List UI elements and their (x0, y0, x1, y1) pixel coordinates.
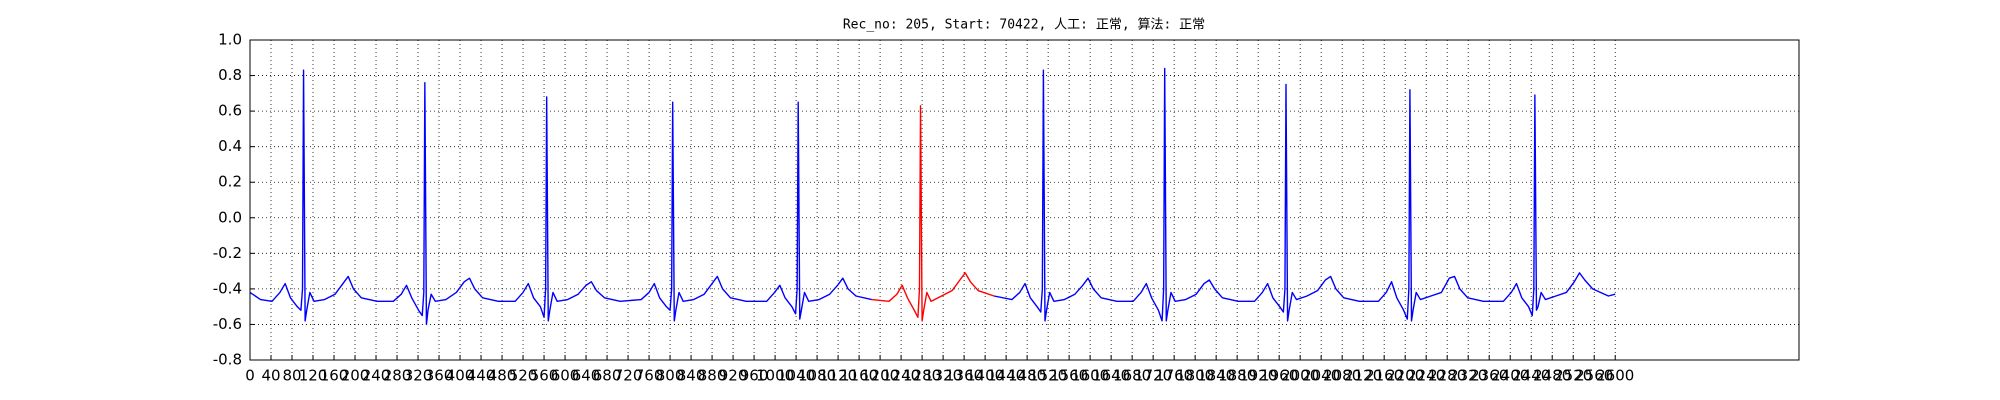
x-tick-label: 200 (341, 367, 370, 385)
x-tick-label: 1720 (1134, 367, 1172, 385)
x-tick-label: 2200 (1386, 367, 1424, 385)
x-tick-label: 680 (593, 367, 622, 385)
x-tick-label: 2280 (1428, 367, 1466, 385)
x-tick-label: 1560 (1050, 367, 1088, 385)
x-tick-label: 160 (320, 367, 349, 385)
x-tick-label: 800 (656, 367, 685, 385)
y-tick-label: 0.6 (218, 102, 242, 120)
x-tick-label: 2120 (1344, 367, 1382, 385)
x-tick-label: 920 (719, 367, 748, 385)
x-tick-label: 2240 (1407, 367, 1445, 385)
x-tick-label: 1120 (819, 367, 857, 385)
x-tick-label: 1160 (840, 367, 878, 385)
x-tick-label: 1080 (798, 367, 836, 385)
y-tick-label: -0.2 (213, 244, 242, 262)
x-tick-label: 1440 (987, 367, 1025, 385)
y-tick-label: 1.0 (218, 31, 242, 49)
x-tick-label: 1640 (1092, 367, 1130, 385)
x-tick-label: 2320 (1449, 367, 1487, 385)
x-tick-label: 240 (362, 367, 391, 385)
x-tick-label: 840 (677, 367, 706, 385)
x-tick-label: 2600 (1596, 367, 1634, 385)
x-tick-label: 320 (404, 367, 433, 385)
x-tick-label: 720 (614, 367, 643, 385)
x-tick-label: 1960 (1260, 367, 1298, 385)
x-tick-label: 1880 (1218, 367, 1256, 385)
x-tick-label: 1400 (966, 367, 1004, 385)
x-tick-label: 1760 (1155, 367, 1193, 385)
x-tick-label: 1000 (756, 367, 794, 385)
x-tick-label: 1200 (861, 367, 899, 385)
x-tick-label: 1680 (1113, 367, 1151, 385)
x-tick-label: 40 (261, 367, 280, 385)
y-tick-label: 0.8 (218, 66, 242, 84)
x-tick-label: 2560 (1575, 367, 1613, 385)
x-tick-label: 1800 (1176, 367, 1214, 385)
x-tick-label: 1240 (882, 367, 920, 385)
ecg-line (249, 67, 1616, 326)
y-tick-label: 0.4 (218, 137, 242, 155)
x-tick-label: 960 (740, 367, 769, 385)
y-tick-label: -0.6 (213, 315, 242, 333)
x-tick-label: 560 (530, 367, 559, 385)
x-tick-label: 1920 (1239, 367, 1277, 385)
x-tick-label: 80 (282, 367, 301, 385)
x-tick-label: 280 (383, 367, 412, 385)
x-tick-label: 520 (509, 367, 538, 385)
x-tick-label: 1480 (1008, 367, 1046, 385)
x-tick-label: 2160 (1365, 367, 1403, 385)
x-tick-label: 640 (572, 367, 601, 385)
ecg-line (871, 105, 995, 322)
x-tick-label: 2400 (1491, 367, 1529, 385)
x-tick-label: 880 (698, 367, 727, 385)
x-tick-label: 1040 (777, 367, 815, 385)
x-tick-label: 1840 (1197, 367, 1235, 385)
chart-title: Rec_no: 205, Start: 70422, 人工: 正常, 算法: 正… (843, 18, 1205, 33)
x-tick-label: 120 (299, 367, 328, 385)
x-tick-label: 2520 (1554, 367, 1592, 385)
x-tick-label: 360 (425, 367, 454, 385)
y-tick-label: 0.2 (218, 173, 242, 191)
x-tick-label: 1280 (903, 367, 941, 385)
plot-frame (249, 39, 1800, 361)
x-tick-label: 2080 (1323, 367, 1361, 385)
x-tick-label: 600 (551, 367, 580, 385)
x-tick-label: 400 (446, 367, 475, 385)
x-tick-label: 1320 (924, 367, 962, 385)
x-tick-label: 1520 (1029, 367, 1067, 385)
y-tick-label: -0.4 (213, 279, 242, 297)
x-tick-label: 760 (635, 367, 664, 385)
x-tick-label: 1600 (1071, 367, 1109, 385)
y-tick-label: -0.8 (213, 351, 242, 369)
x-tick-label: 440 (467, 367, 496, 385)
x-tick-label: 1360 (945, 367, 983, 385)
x-tick-label: 2440 (1512, 367, 1550, 385)
x-tick-label: 0 (245, 367, 255, 385)
x-tick-label: 2000 (1281, 367, 1319, 385)
y-tick-label: 0.0 (218, 208, 242, 226)
x-tick-label: 2360 (1470, 367, 1508, 385)
x-tick-label: 480 (488, 367, 517, 385)
x-tick-label: 2040 (1302, 367, 1340, 385)
x-tick-label: 2480 (1533, 367, 1571, 385)
